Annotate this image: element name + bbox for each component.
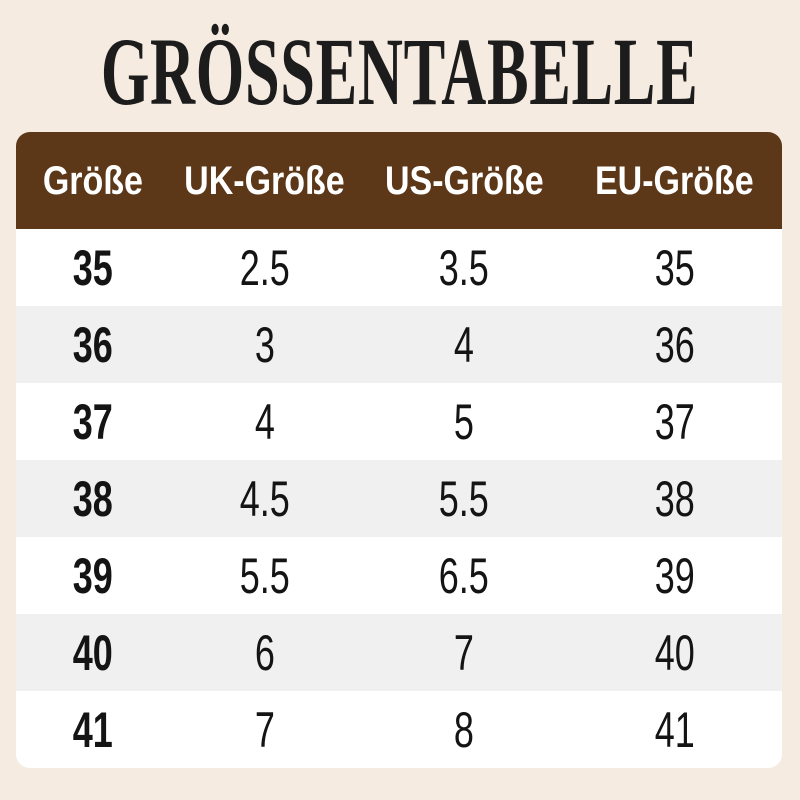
column-header-label: Größe [42, 158, 143, 203]
column-header-us-groesse: US-Größe [361, 161, 568, 201]
column-header-label: EU-Größe [595, 158, 755, 203]
cell-text: 37 [72, 393, 113, 450]
table-row: 39 5.5 6.5 39 [16, 537, 782, 614]
cell-text: 2.5 [239, 239, 290, 296]
cell-text: 5.5 [439, 470, 490, 527]
table-row: 37 4 5 37 [16, 383, 782, 460]
cell-text: 3 [254, 316, 275, 373]
table-cell: 37 [16, 397, 169, 447]
cell-text: 5.5 [239, 547, 290, 604]
column-header-uk-groesse: UK-Größe [169, 161, 361, 201]
cell-text: 7 [454, 624, 475, 681]
table-cell: 4.5 [169, 474, 361, 524]
table-cell: 5 [361, 397, 568, 447]
cell-text: 38 [654, 470, 695, 527]
table-cell: 35 [16, 243, 169, 293]
cell-text: 3.5 [439, 239, 490, 296]
cell-text: 40 [72, 624, 113, 681]
table-cell: 38 [568, 474, 782, 524]
cell-text: 41 [72, 701, 113, 758]
table-cell: 39 [568, 551, 782, 601]
table-row: 38 4.5 5.5 38 [16, 460, 782, 537]
table-row: 40 6 7 40 [16, 614, 782, 691]
table-cell: 40 [16, 628, 169, 678]
table-cell: 36 [16, 320, 169, 370]
table-cell: 7 [361, 628, 568, 678]
table-row: 35 2.5 3.5 35 [16, 229, 782, 306]
table-cell: 40 [568, 628, 782, 678]
table-cell: 6.5 [361, 551, 568, 601]
cell-text: 4 [454, 316, 475, 373]
table-cell: 4 [169, 397, 361, 447]
table-row: 41 7 8 41 [16, 691, 782, 768]
page-title: GRÖSSENTABELLE [101, 17, 699, 125]
column-header-label: US-Größe [384, 158, 544, 203]
table-cell: 41 [568, 705, 782, 755]
size-table-header-row: Größe UK-Größe US-Größe EU-Größe [16, 132, 782, 229]
table-cell: 7 [169, 705, 361, 755]
cell-text: 4.5 [239, 470, 290, 527]
cell-text: 41 [654, 701, 695, 758]
cell-text: 35 [654, 239, 695, 296]
cell-text: 4 [254, 393, 275, 450]
cell-text: 36 [72, 316, 113, 373]
table-cell: 5.5 [169, 551, 361, 601]
table-cell: 41 [16, 705, 169, 755]
table-cell: 38 [16, 474, 169, 524]
cell-text: 5 [454, 393, 475, 450]
table-cell: 39 [16, 551, 169, 601]
cell-text: 35 [72, 239, 113, 296]
size-table-card: Größe UK-Größe US-Größe EU-Größe 35 2.5 … [16, 132, 782, 768]
page-title-container: GRÖSSENTABELLE [0, 14, 800, 128]
table-cell: 35 [568, 243, 782, 293]
cell-text: 7 [254, 701, 275, 758]
table-cell: 5.5 [361, 474, 568, 524]
cell-text: 6.5 [439, 547, 490, 604]
column-header-eu-groesse: EU-Größe [568, 161, 782, 201]
table-cell: 37 [568, 397, 782, 447]
table-row: 36 3 4 36 [16, 306, 782, 383]
cell-text: 37 [654, 393, 695, 450]
cell-text: 40 [654, 624, 695, 681]
table-cell: 3.5 [361, 243, 568, 293]
table-cell: 4 [361, 320, 568, 370]
table-cell: 36 [568, 320, 782, 370]
cell-text: 6 [254, 624, 275, 681]
table-cell: 2.5 [169, 243, 361, 293]
cell-text: 36 [654, 316, 695, 373]
cell-text: 39 [72, 547, 113, 604]
table-cell: 8 [361, 705, 568, 755]
table-cell: 3 [169, 320, 361, 370]
cell-text: 8 [454, 701, 475, 758]
column-header-groesse: Größe [16, 161, 169, 201]
cell-text: 38 [72, 470, 113, 527]
table-cell: 6 [169, 628, 361, 678]
column-header-label: UK-Größe [184, 158, 346, 203]
cell-text: 39 [654, 547, 695, 604]
